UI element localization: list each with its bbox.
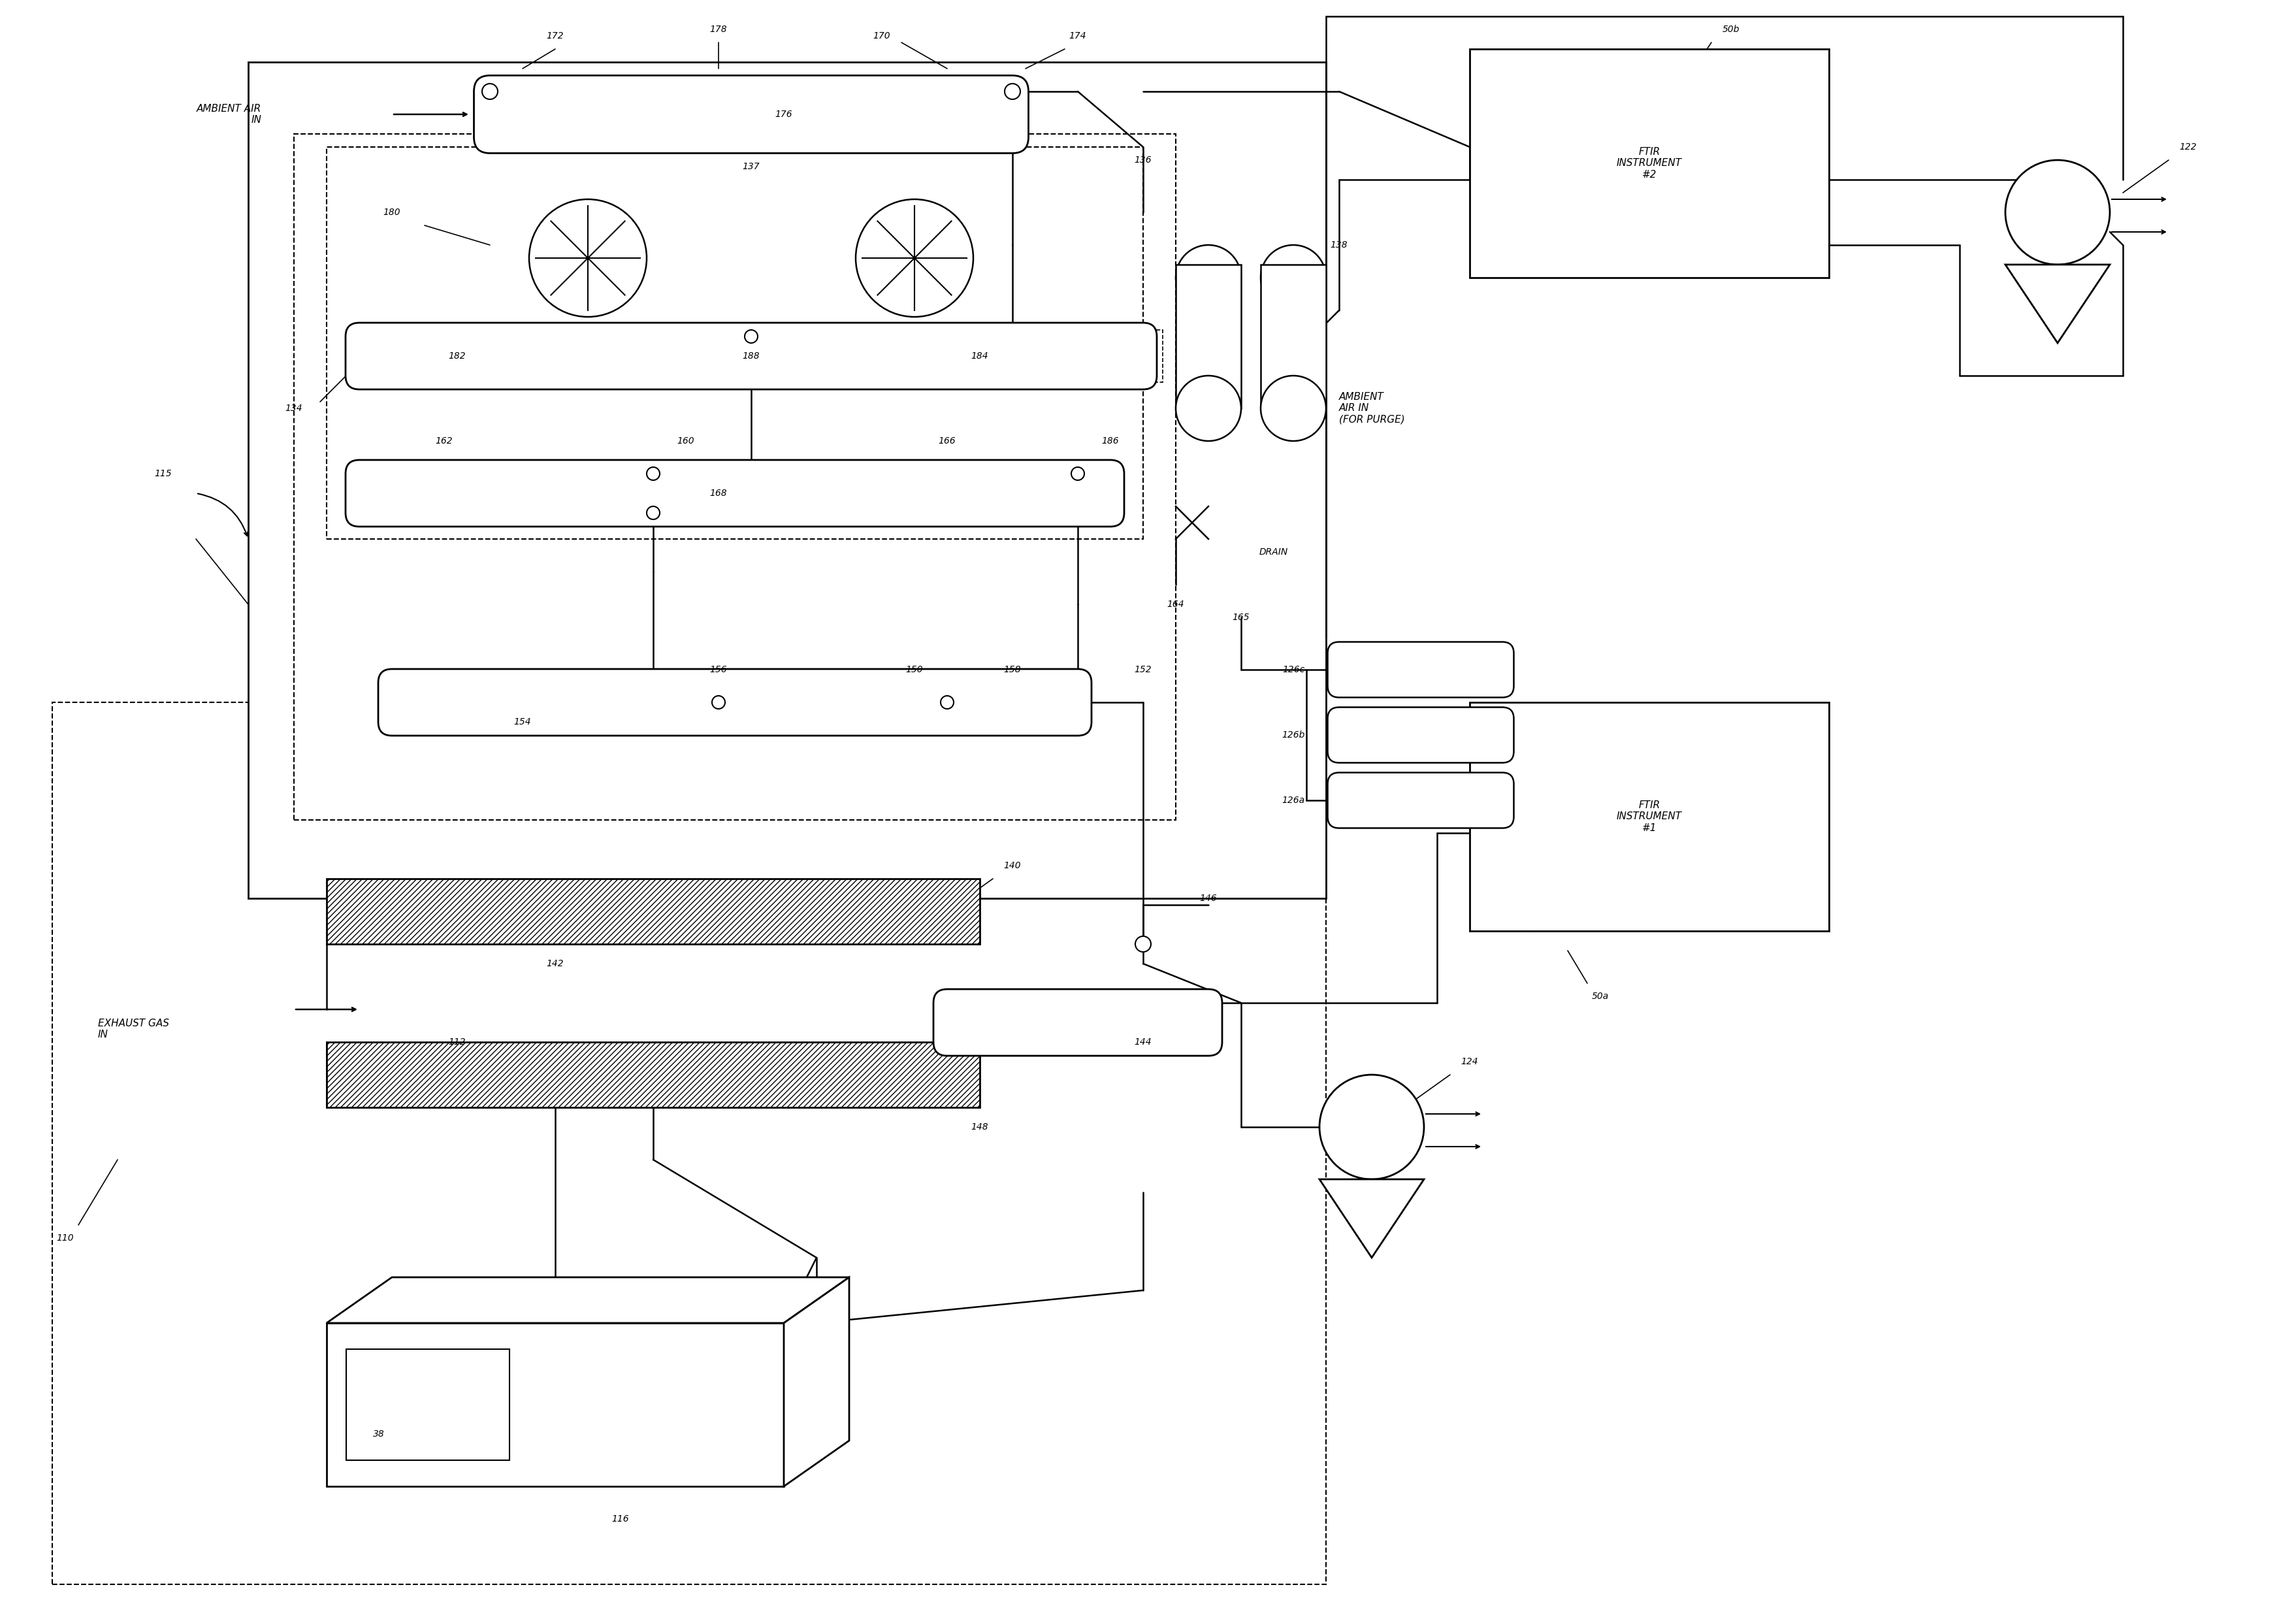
Text: 50a: 50a — [1591, 991, 1609, 1001]
Text: 112: 112 — [448, 1038, 466, 1046]
Text: 172: 172 — [546, 31, 565, 40]
Text: 50b: 50b — [1722, 24, 1740, 34]
Text: FTIR
INSTRUMENT
#2: FTIR INSTRUMENT #2 — [1616, 147, 1683, 179]
Text: 180: 180 — [383, 207, 400, 217]
Circle shape — [941, 695, 953, 708]
Text: 174: 174 — [1070, 31, 1086, 40]
Bar — [1469, 702, 1830, 931]
Circle shape — [744, 330, 758, 343]
FancyBboxPatch shape — [1327, 642, 1513, 697]
Text: 137: 137 — [742, 162, 760, 171]
Polygon shape — [1320, 1179, 1424, 1258]
Bar — [294, 134, 1176, 820]
Text: AMBIENT
AIR IN
(FOR PURGE): AMBIENT AIR IN (FOR PURGE) — [1339, 391, 1405, 425]
Bar — [326, 1041, 980, 1108]
Text: 182: 182 — [448, 351, 466, 361]
Circle shape — [528, 199, 647, 317]
Text: 156: 156 — [709, 665, 728, 674]
Bar — [347, 330, 1162, 382]
Text: 116: 116 — [611, 1515, 629, 1523]
Text: 110: 110 — [57, 1234, 73, 1242]
Circle shape — [1176, 375, 1242, 441]
Bar — [1261, 265, 1327, 409]
Text: 162: 162 — [436, 437, 452, 446]
Bar — [53, 702, 1327, 1585]
Bar — [326, 878, 980, 944]
Polygon shape — [326, 1277, 850, 1323]
FancyBboxPatch shape — [344, 459, 1125, 527]
Text: 158: 158 — [1003, 665, 1022, 674]
Circle shape — [1320, 1075, 1424, 1179]
Bar — [326, 147, 1143, 538]
Text: 165: 165 — [1233, 613, 1249, 623]
Text: FTIR
INSTRUMENT
#1: FTIR INSTRUMENT #1 — [1616, 800, 1683, 833]
Text: AMBIENT AIR
IN: AMBIENT AIR IN — [197, 103, 262, 125]
Polygon shape — [783, 1277, 850, 1486]
Text: 134: 134 — [285, 404, 303, 412]
Bar — [326, 1323, 783, 1486]
FancyBboxPatch shape — [934, 990, 1221, 1056]
Bar — [1469, 49, 1830, 278]
Circle shape — [1176, 246, 1242, 310]
Circle shape — [647, 506, 659, 519]
Text: 160: 160 — [677, 437, 696, 446]
Circle shape — [2004, 160, 2110, 265]
Text: 164: 164 — [1166, 600, 1185, 610]
Text: 150: 150 — [907, 665, 923, 674]
Text: 126b: 126b — [1281, 731, 1304, 739]
Text: 140: 140 — [1003, 862, 1022, 870]
Bar — [248, 61, 1327, 899]
Circle shape — [482, 84, 498, 99]
Text: 186: 186 — [1102, 437, 1118, 446]
Circle shape — [647, 467, 659, 480]
Text: 115: 115 — [154, 469, 172, 479]
Text: 166: 166 — [939, 437, 955, 446]
Text: 146: 146 — [1201, 894, 1217, 902]
Text: 170: 170 — [872, 31, 891, 40]
Text: 122: 122 — [2179, 142, 2197, 152]
Circle shape — [856, 199, 974, 317]
Text: 38: 38 — [372, 1429, 386, 1439]
Text: 188: 188 — [742, 351, 760, 361]
Circle shape — [712, 695, 726, 708]
Text: 124: 124 — [1460, 1058, 1479, 1066]
Text: 178: 178 — [709, 24, 728, 34]
Circle shape — [1261, 375, 1327, 441]
Text: 136: 136 — [1134, 155, 1153, 165]
Text: EXHAUST GAS
IN: EXHAUST GAS IN — [99, 1019, 170, 1040]
Text: 148: 148 — [971, 1122, 990, 1132]
Text: 184: 184 — [971, 351, 990, 361]
Text: 144: 144 — [1134, 1038, 1153, 1046]
Text: 138: 138 — [1329, 241, 1348, 249]
Bar — [1176, 265, 1242, 409]
Text: 176: 176 — [776, 110, 792, 120]
FancyBboxPatch shape — [344, 323, 1157, 390]
FancyBboxPatch shape — [379, 669, 1091, 736]
FancyBboxPatch shape — [473, 76, 1029, 154]
FancyBboxPatch shape — [1327, 773, 1513, 828]
Polygon shape — [2004, 265, 2110, 343]
FancyBboxPatch shape — [1327, 707, 1513, 763]
Text: 126a: 126a — [1281, 796, 1304, 805]
Text: DRAIN: DRAIN — [1258, 548, 1288, 556]
Text: 142: 142 — [546, 959, 565, 969]
Text: 152: 152 — [1134, 665, 1153, 674]
Text: 126c: 126c — [1281, 665, 1304, 674]
Circle shape — [1072, 467, 1084, 480]
Text: 168: 168 — [709, 488, 728, 498]
Bar — [347, 1349, 510, 1460]
Circle shape — [1134, 936, 1150, 952]
Circle shape — [1006, 84, 1019, 99]
Circle shape — [1261, 246, 1327, 310]
Text: 154: 154 — [514, 718, 530, 726]
